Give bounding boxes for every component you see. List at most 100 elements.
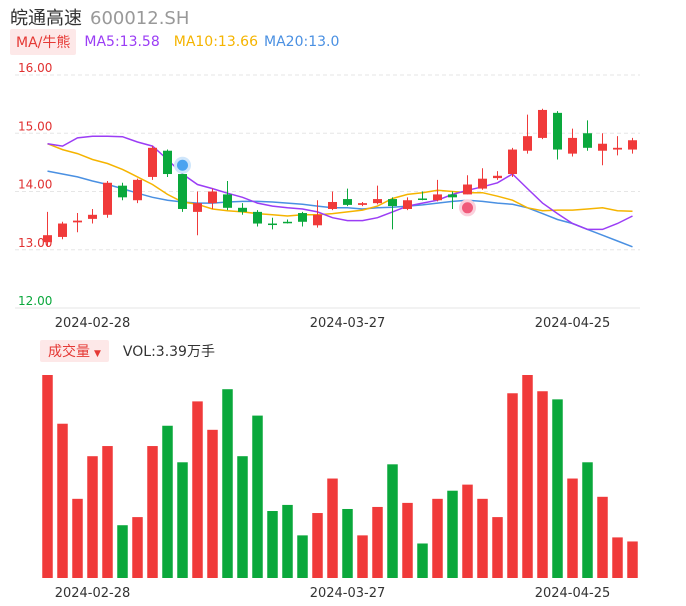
volume-bar [57,423,68,578]
volume-bar [162,425,173,578]
volume-bar [522,375,533,578]
ma-legend: MA/牛熊 MA5:13.58 MA10:13.66 MA20:13.0 [10,29,340,55]
x-tick-label: 2024-02-28 [55,316,131,331]
volume-bar [582,462,593,578]
volume-bar [447,490,458,578]
volume-bar [492,517,503,578]
candle-body [313,214,322,226]
volume-bar [42,375,53,578]
candle-body [613,147,622,150]
volume-bar [132,517,143,578]
volume-bar [417,543,428,578]
candle-body [373,199,382,204]
ma20-value: MA20:13.0 [264,34,340,50]
candle-body [208,191,217,204]
volume-tab-label: 成交量 [48,344,90,360]
volume-legend: 成交量 ▼ VOL:3.39万手 [40,340,215,362]
y-tick-label: 14.00 [18,178,52,192]
volume-bar [357,535,368,578]
candle-body [418,198,427,200]
volume-x-tick-label: 2024-02-28 [55,586,131,601]
volume-bar [297,535,308,578]
candle-body [598,143,607,151]
ma-indicator-tab[interactable]: MA/牛熊 [10,29,77,55]
ma5-line [47,135,633,231]
candle-body [148,147,157,177]
ma10-value: MA10:13.66 [173,34,259,50]
volume-bar [72,498,83,578]
candle-body [298,213,307,222]
candle-body [223,194,232,208]
candle-body [268,223,277,226]
y-tick-label: 15.00 [18,119,52,133]
volume-bar [507,393,518,578]
volume-bar [387,464,398,578]
candle-body [448,194,457,198]
candle-body [628,140,637,150]
volume-bar [267,511,278,578]
volume-value: VOL:3.39万手 [122,344,215,360]
candle-body [253,211,262,224]
volume-bar [117,525,128,578]
ma10-line [47,143,633,217]
volume-bar [327,478,338,578]
volume-bar [312,513,323,578]
candle-body [73,220,82,223]
candle-body [118,185,127,198]
candle-body [178,174,187,209]
volume-bar [462,484,473,578]
volume-bar [102,446,113,578]
volume-bar [477,498,488,578]
volume-bar [342,508,353,578]
volume-bar [552,399,563,578]
volume-bar [87,456,98,578]
x-tick-label: 2024-04-25 [535,316,611,331]
volume-bar [597,496,608,578]
volume-indicator-tab[interactable]: 成交量 ▼ [40,340,109,362]
stock-header: 皖通高速 600012.SH [10,4,190,29]
candle-body [193,203,202,212]
volume-bar [252,415,263,578]
volume-bar [627,541,638,578]
candle-body [478,178,487,189]
volume-bar [222,389,233,578]
candle-body [463,184,472,195]
stock-name: 皖通高速 [10,8,82,29]
volume-bar [282,504,293,578]
y-tick-label: 12.00 [18,294,52,308]
bear-signal-icon [174,156,191,174]
y-tick-label: 16.00 [18,61,52,75]
candle-body [553,112,562,150]
candle-body [358,203,367,205]
volume-bar [192,401,203,578]
candle-body [538,109,547,138]
candle-body [328,201,337,209]
volume-bar [372,506,383,578]
candle-body [238,207,247,212]
candle-body [133,179,142,201]
volume-bar [567,478,578,578]
volume-bar [207,429,218,578]
volume-bar [432,498,443,578]
candle-body [403,200,412,209]
candle-body [568,137,577,154]
chevron-down-icon: ▼ [94,349,101,359]
volume-bar [402,502,413,578]
volume-bar [237,456,248,578]
candle-body [388,199,397,207]
ma20-line [47,170,633,248]
volume-x-tick-label: 2024-04-25 [535,586,611,601]
candle-body [43,235,52,243]
volume-bar [147,446,158,578]
candle-body [523,136,532,151]
volume-x-tick-label: 2024-03-27 [310,586,386,601]
candle-body [163,150,172,175]
stock-code: 600012.SH [90,8,190,29]
volume-bar [537,391,548,578]
candle-body [493,175,502,179]
bull-signal-icon [459,199,476,217]
volume-bar [612,537,623,578]
candle-body [58,223,67,237]
candle-body [433,194,442,201]
